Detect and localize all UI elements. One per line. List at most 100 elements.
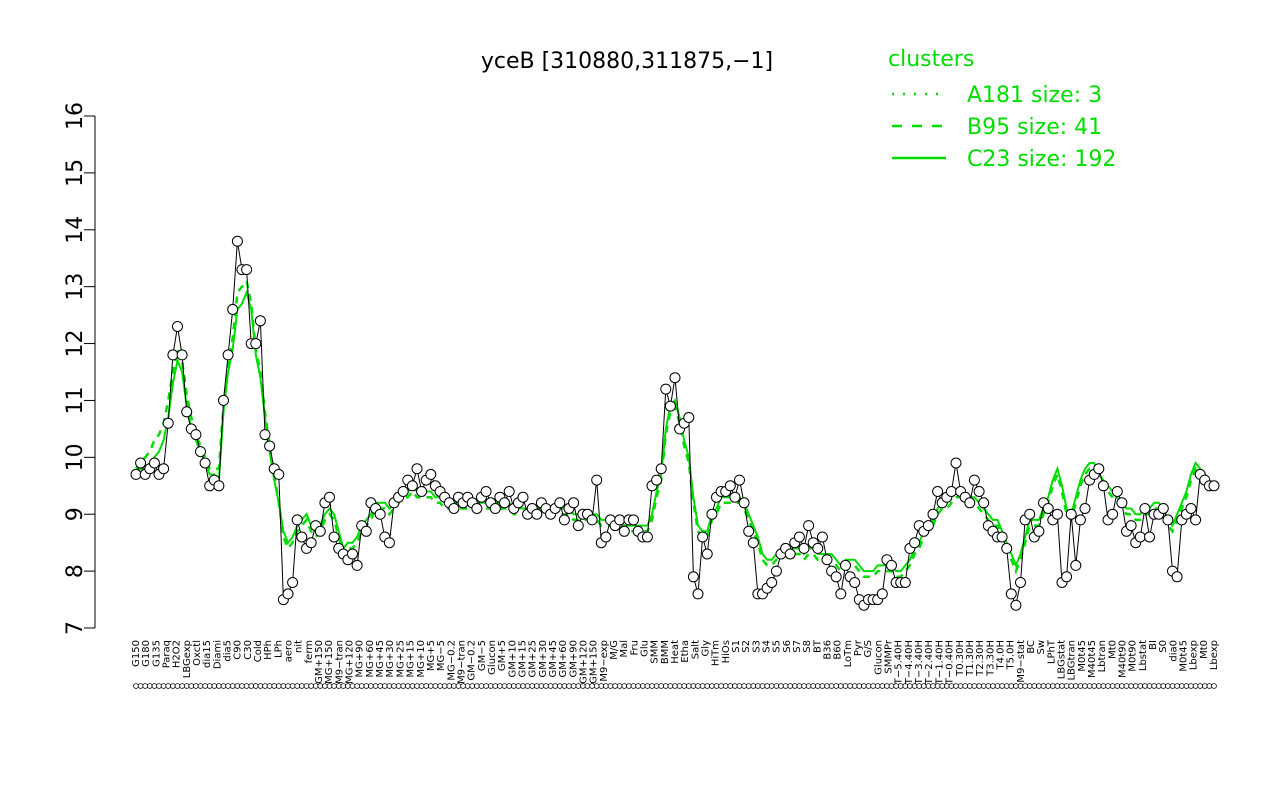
x-tick-label: C90 <box>233 640 244 660</box>
x-rug-mark <box>478 683 485 689</box>
data-point <box>909 537 921 549</box>
series-line-b95 <box>135 278 1211 579</box>
x-tick-label: GM+120 <box>579 640 590 684</box>
x-rug-mark <box>446 683 453 689</box>
data-point <box>273 468 285 480</box>
data-point <box>706 508 718 520</box>
y-tick-label: 8 <box>63 564 88 578</box>
y-tick-label: 15 <box>63 159 88 187</box>
x-tick-label: MG−0.2 <box>446 640 457 681</box>
x-tick-label: HiTm <box>711 640 722 666</box>
x-tick-label: S3 <box>751 640 762 653</box>
x-tick-label: MG+10 <box>416 640 427 677</box>
x-rug-mark <box>1096 683 1102 689</box>
x-rug-mark <box>672 683 678 689</box>
x-rug-mark <box>1174 683 1180 689</box>
x-rug-mark <box>828 683 835 689</box>
x-rug-mark <box>810 683 816 689</box>
x-rug-mark <box>704 683 710 689</box>
x-rug-mark <box>1063 683 1070 689</box>
data-point <box>1144 531 1155 543</box>
series-layer <box>135 241 1214 607</box>
data-point <box>181 406 193 418</box>
y-tick-label: 11 <box>63 386 88 414</box>
x-rug-mark <box>782 683 789 689</box>
x-rug-mark <box>197 683 204 689</box>
x-rug-mark <box>1054 683 1061 689</box>
data-point <box>1074 514 1086 526</box>
data-point <box>1065 508 1077 520</box>
x-tick-label: Gly <box>701 640 712 657</box>
data-point <box>724 480 736 492</box>
data-point <box>282 588 294 600</box>
x-tick-label: Lbtran <box>1097 640 1108 672</box>
data-point <box>821 554 833 566</box>
data-point <box>1001 542 1013 554</box>
x-tick-label: GM+5 <box>497 640 508 671</box>
x-tick-label: Sw <box>1036 640 1047 655</box>
x-rug-mark <box>874 683 881 689</box>
x-rug-mark <box>662 683 669 689</box>
data-point <box>950 457 962 469</box>
x-rug-mark <box>1114 683 1121 689</box>
data-point <box>172 321 183 332</box>
x-tick-label: Salt <box>690 640 701 659</box>
x-rug-mark <box>805 683 812 689</box>
data-point <box>425 468 437 480</box>
x-rug-mark <box>363 683 370 689</box>
x-rug-mark <box>160 683 167 689</box>
x-tick-label: GM+15 <box>518 640 529 677</box>
x-tick-label: C30 <box>243 640 254 660</box>
y-tick-label: 7 <box>63 621 88 635</box>
x-rug-mark <box>685 683 692 689</box>
x-tick-label: T−1.40H <box>934 640 945 685</box>
x-rug-mark <box>358 683 365 689</box>
x-rug-mark <box>147 683 153 689</box>
x-rug-mark <box>229 683 236 689</box>
x-rug-mark <box>842 683 849 689</box>
x-rug-mark <box>474 683 480 689</box>
x-rug-mark <box>791 683 798 689</box>
x-rug-mark <box>1155 683 1162 689</box>
x-rug-mark <box>787 683 793 689</box>
x-rug-mark <box>676 683 683 689</box>
x-rug-mark <box>644 683 651 689</box>
x-tick-label: Lbexp <box>1209 640 1220 670</box>
x-tick-label: S1 <box>731 640 742 653</box>
data-point <box>558 514 570 526</box>
data-point <box>517 491 529 503</box>
x-rug-mark <box>151 683 158 689</box>
x-rug-mark <box>994 683 1001 689</box>
x-rug-mark <box>239 683 245 689</box>
x-rug-mark <box>870 683 876 689</box>
x-rug-mark <box>1008 683 1015 689</box>
x-tick-label: BT <box>812 639 823 653</box>
x-tick-label: S4 <box>762 640 773 653</box>
data-point <box>1097 480 1109 492</box>
data-point <box>503 486 515 497</box>
x-rug-mark <box>741 683 747 689</box>
x-tick-label: M0t90 <box>1128 640 1139 672</box>
data-point <box>784 548 796 560</box>
data-point <box>360 525 372 537</box>
x-rug-mark <box>962 683 968 689</box>
data-point <box>1024 508 1036 520</box>
x-rug-mark <box>814 683 821 689</box>
data-point <box>199 457 211 469</box>
x-tick-label: T0.30H <box>955 640 966 677</box>
x-rug-mark <box>1202 683 1208 689</box>
x-rug-mark <box>966 683 973 689</box>
data-point <box>835 588 847 600</box>
x-rug-mark <box>1183 683 1190 689</box>
data-point <box>803 520 815 532</box>
x-rug-mark <box>520 683 526 689</box>
x-rug-mark <box>653 683 660 689</box>
x-tick-label: T−5.40H <box>894 640 905 685</box>
x-rug-mark <box>529 683 535 689</box>
data-point <box>628 514 639 526</box>
data-point <box>586 514 598 526</box>
x-tick-label: T−3.40H <box>914 640 925 685</box>
data-point <box>1157 503 1169 514</box>
x-tick-label: HPh <box>263 640 274 660</box>
data-point <box>600 531 612 543</box>
